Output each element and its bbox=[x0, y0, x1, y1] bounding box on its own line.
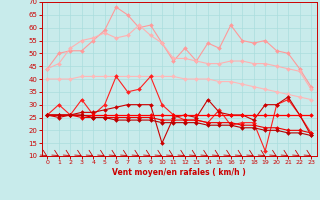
X-axis label: Vent moyen/en rafales ( km/h ): Vent moyen/en rafales ( km/h ) bbox=[112, 168, 246, 177]
